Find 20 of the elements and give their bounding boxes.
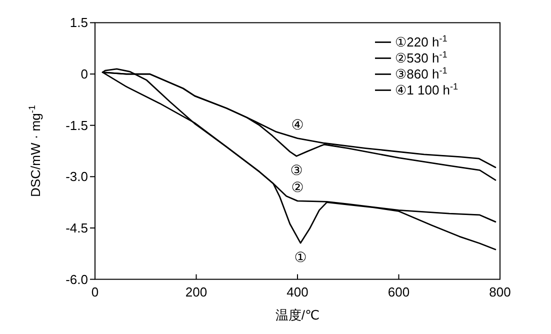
legend-label: ③860 h$^{-1}$ (395, 66, 448, 82)
annotation: ① (294, 249, 307, 266)
x-tick-label: 800 (489, 284, 511, 300)
x-tick-label: 200 (185, 284, 208, 300)
y-tick-label: 1.5 (70, 15, 88, 30)
x-axis-title: 温度/℃ (275, 307, 320, 322)
annotation: ④ (291, 116, 304, 132)
y-tick-label: -4.5 (66, 220, 88, 236)
y-tick-label: -6.0 (66, 272, 88, 287)
legend-label: ①220 h$^{-1}$ (395, 34, 448, 50)
legend-label: ②530 h$^{-1}$ (395, 50, 448, 66)
x-tick-label: 0 (91, 284, 99, 300)
legend-label: ④1 100 h$^{-1}$ (395, 82, 458, 98)
y-tick-label: 0 (80, 66, 88, 82)
y-tick-label: -1.5 (66, 118, 88, 133)
y-tick-label: -3.0 (66, 169, 88, 184)
x-tick-label: 400 (286, 284, 308, 300)
annotation: ② (291, 178, 304, 195)
x-tick-label: 600 (388, 284, 410, 300)
annotation: ③ (290, 162, 303, 178)
